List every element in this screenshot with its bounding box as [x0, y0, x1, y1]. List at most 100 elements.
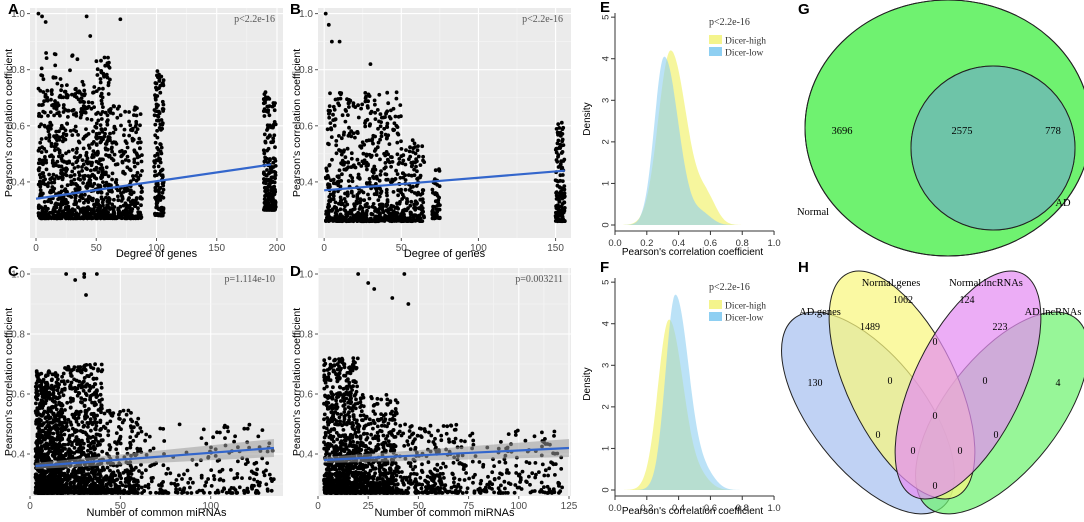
- data-point: [53, 437, 57, 441]
- data-point: [347, 217, 352, 222]
- data-point: [35, 392, 40, 397]
- data-point: [372, 192, 377, 197]
- data-point: [418, 197, 423, 202]
- data-point: [160, 167, 165, 172]
- data-point: [60, 437, 65, 442]
- data-point: [89, 428, 93, 433]
- data-point: [160, 81, 165, 85]
- data-point: [47, 172, 51, 177]
- data-point: [39, 73, 44, 77]
- data-point: [94, 438, 98, 442]
- data-point: [36, 148, 41, 153]
- data-point: [373, 117, 378, 121]
- data-point: [36, 426, 40, 430]
- data-point: [43, 374, 48, 379]
- data-point: [70, 108, 75, 113]
- data-point: [99, 176, 104, 181]
- data-point: [62, 197, 66, 202]
- data-point: [328, 91, 332, 96]
- data-point: [101, 180, 105, 185]
- data-point: [74, 182, 79, 187]
- data-point: [46, 428, 51, 433]
- data-point: [102, 216, 107, 221]
- data-point: [98, 392, 103, 397]
- data-point: [332, 189, 336, 194]
- data-point: [121, 408, 126, 413]
- data-point: [367, 176, 372, 181]
- data-point: [93, 469, 98, 474]
- data-point: [92, 105, 96, 109]
- data-point: [57, 138, 62, 142]
- data-point: [49, 97, 53, 102]
- data-point: [339, 179, 344, 183]
- data-point: [339, 201, 344, 206]
- data-point: [177, 422, 182, 427]
- data-point: [34, 370, 39, 375]
- data-point: [349, 156, 354, 161]
- data-point: [62, 160, 66, 164]
- data-point: [382, 126, 387, 131]
- data-point: [415, 148, 420, 153]
- data-point: [93, 427, 97, 431]
- data-point: [34, 401, 38, 406]
- data-point: [144, 468, 148, 473]
- data-point: [138, 140, 143, 145]
- data-point: [100, 200, 105, 205]
- data-point: [412, 167, 416, 172]
- data-point: [91, 149, 96, 154]
- data-point: [52, 180, 57, 185]
- data-point: [74, 160, 79, 165]
- data-point: [373, 110, 377, 115]
- data-point: [80, 400, 84, 405]
- data-point: [273, 170, 278, 175]
- data-point: [433, 177, 437, 182]
- data-point: [82, 441, 86, 446]
- data-point: [345, 190, 350, 195]
- data-point: [153, 169, 158, 174]
- data-point: [57, 452, 62, 456]
- data-point: [35, 458, 40, 463]
- data-point: [108, 419, 113, 424]
- data-point: [332, 123, 337, 128]
- data-point: [50, 377, 54, 382]
- data-point: [54, 214, 59, 219]
- data-point: [101, 490, 106, 494]
- data-point: [401, 208, 405, 213]
- data-point: [51, 412, 56, 417]
- data-point: [399, 147, 404, 151]
- data-point: [53, 63, 58, 68]
- data-point: [61, 393, 66, 398]
- y-tick-label: 0.4: [299, 177, 313, 188]
- data-point: [81, 110, 86, 115]
- data-point: [328, 109, 332, 113]
- data-point: [92, 85, 97, 89]
- data-point: [212, 477, 217, 482]
- data-point: [328, 121, 333, 125]
- data-point: [131, 467, 136, 472]
- data-point: [335, 180, 340, 184]
- data-point: [138, 123, 142, 128]
- data-point: [61, 472, 66, 477]
- data-point: [89, 490, 93, 495]
- data-point: [331, 112, 335, 117]
- data-point: [94, 125, 99, 130]
- data-point: [562, 207, 567, 212]
- regression-line: [324, 169, 565, 192]
- data-point: [42, 99, 46, 104]
- data-point: [76, 441, 81, 446]
- data-point: [51, 431, 56, 436]
- data-point: [41, 174, 46, 179]
- data-point: [180, 491, 184, 495]
- data-point: [379, 169, 383, 174]
- data-point: [65, 122, 70, 126]
- data-point: [102, 74, 106, 79]
- data-point: [65, 183, 70, 188]
- data-point: [137, 136, 142, 141]
- data-point: [100, 168, 105, 172]
- data-point: [158, 198, 163, 202]
- data-point: [118, 113, 123, 118]
- data-point: [175, 490, 180, 495]
- data-point: [392, 217, 397, 222]
- data-point: [106, 174, 111, 179]
- data-point: [343, 155, 348, 160]
